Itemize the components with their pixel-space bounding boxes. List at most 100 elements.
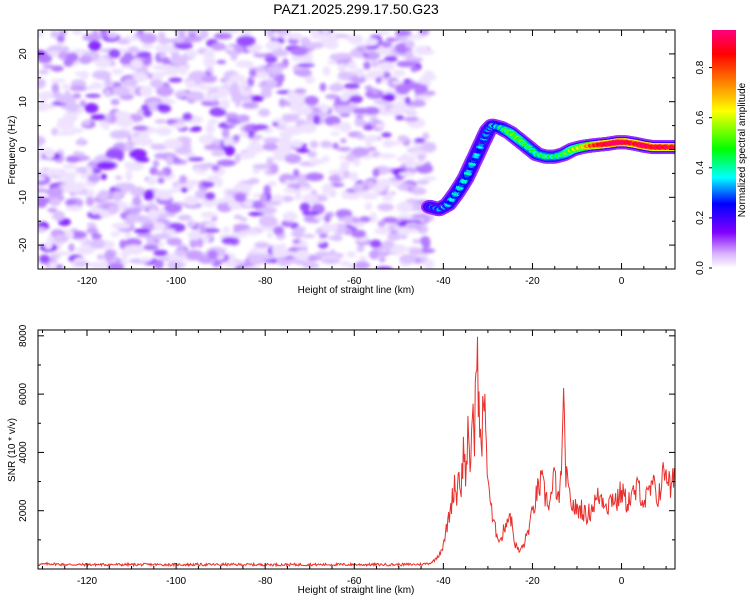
noise-blob (174, 248, 188, 257)
noise-blob (351, 229, 367, 239)
noise-blob (106, 32, 118, 39)
noise-blob (183, 195, 200, 206)
noise-blob (371, 151, 381, 158)
noise-blob (49, 254, 61, 259)
noise-blob (184, 179, 201, 186)
noise-blob (294, 226, 306, 233)
noise-blob (221, 128, 230, 139)
noise-blob (50, 30, 60, 39)
noise-blob (112, 86, 130, 97)
noise-blob (238, 183, 253, 188)
x-tick-label: -100 (166, 276, 186, 287)
ridge-point (672, 145, 675, 149)
noise-blob (58, 30, 68, 36)
noise-blob (397, 96, 406, 101)
noise-blob (377, 182, 387, 188)
noise-blob (422, 141, 437, 153)
noise-blob (255, 254, 275, 261)
colorbar-tick-label: 0.4 (695, 160, 706, 174)
noise-blob (398, 171, 415, 177)
noise-blob (53, 251, 72, 256)
noise-blob (105, 149, 125, 159)
noise-blob (284, 179, 294, 185)
noise-blob (264, 56, 278, 63)
noise-blob (406, 34, 425, 40)
noise-blob (99, 30, 109, 37)
noise-blob (325, 94, 340, 100)
noise-blob (157, 31, 166, 39)
noise-blob (271, 49, 289, 57)
noise-blob (136, 109, 144, 115)
noise-blob (159, 257, 170, 262)
noise-blob (322, 66, 331, 76)
noise-blob (168, 77, 183, 83)
noise-blob (349, 95, 363, 104)
noise-blob (166, 188, 181, 193)
noise-blob (280, 30, 290, 36)
noise-blob (294, 249, 310, 260)
noise-blob (282, 211, 298, 222)
noise-blob (132, 125, 149, 132)
noise-blob (211, 164, 220, 172)
noise-blob (147, 208, 159, 220)
noise-blob (97, 189, 110, 201)
noise-blob (154, 153, 167, 159)
noise-blob (115, 117, 134, 128)
noise-blob (197, 163, 212, 170)
noise-blob (328, 170, 346, 175)
noise-blob (304, 95, 319, 106)
noise-blob (339, 260, 350, 267)
noise-blob (420, 236, 431, 246)
noise-blob (408, 149, 427, 155)
noise-blob (230, 231, 248, 238)
noise-blob (397, 226, 411, 237)
noise-blob (203, 223, 217, 228)
noise-blob (96, 254, 105, 260)
noise-blob (89, 238, 106, 249)
noise-blob (230, 49, 238, 61)
noise-blob (213, 32, 233, 40)
y-tick-label: 0 (18, 146, 29, 152)
noise-blob (423, 259, 435, 269)
noise-blob (392, 69, 406, 77)
noise-blob (260, 87, 272, 99)
noise-blob (248, 211, 265, 217)
noise-blob (383, 93, 396, 102)
noise-blob (120, 248, 130, 260)
noise-blob (166, 237, 183, 246)
noise-blob (82, 119, 92, 126)
noise-blob (71, 30, 83, 35)
noise-blob (119, 239, 126, 250)
noise-blob (38, 53, 53, 64)
noise-blob (112, 190, 122, 202)
noise-blob (329, 53, 344, 61)
noise-blob (258, 206, 277, 215)
noise-blob (337, 146, 352, 152)
noise-blob (124, 207, 142, 214)
noise-blob (368, 250, 380, 260)
noise-blob (367, 146, 377, 152)
noise-blob (152, 233, 171, 240)
noise-blob (157, 177, 165, 184)
noise-blob (240, 217, 248, 222)
noise-blob (90, 205, 99, 215)
noise-blob (362, 184, 369, 191)
noise-blob (44, 241, 53, 250)
noise-blob (381, 132, 392, 138)
x-tick-label: 0 (619, 276, 625, 287)
noise-blob (70, 127, 84, 133)
noise-blob (211, 150, 225, 157)
noise-blob (251, 124, 269, 131)
noise-blob (254, 241, 270, 249)
noise-blob (103, 88, 112, 98)
noise-blob (187, 230, 202, 240)
noise-blob (65, 199, 77, 206)
noise-blob (203, 144, 223, 151)
noise-blob (128, 46, 140, 54)
noise-blob (233, 134, 240, 141)
x-tick-label: 0 (619, 576, 625, 587)
noise-blob (143, 189, 155, 201)
noise-blob (365, 37, 379, 45)
noise-blob (153, 222, 166, 231)
noise-blob (271, 154, 289, 162)
